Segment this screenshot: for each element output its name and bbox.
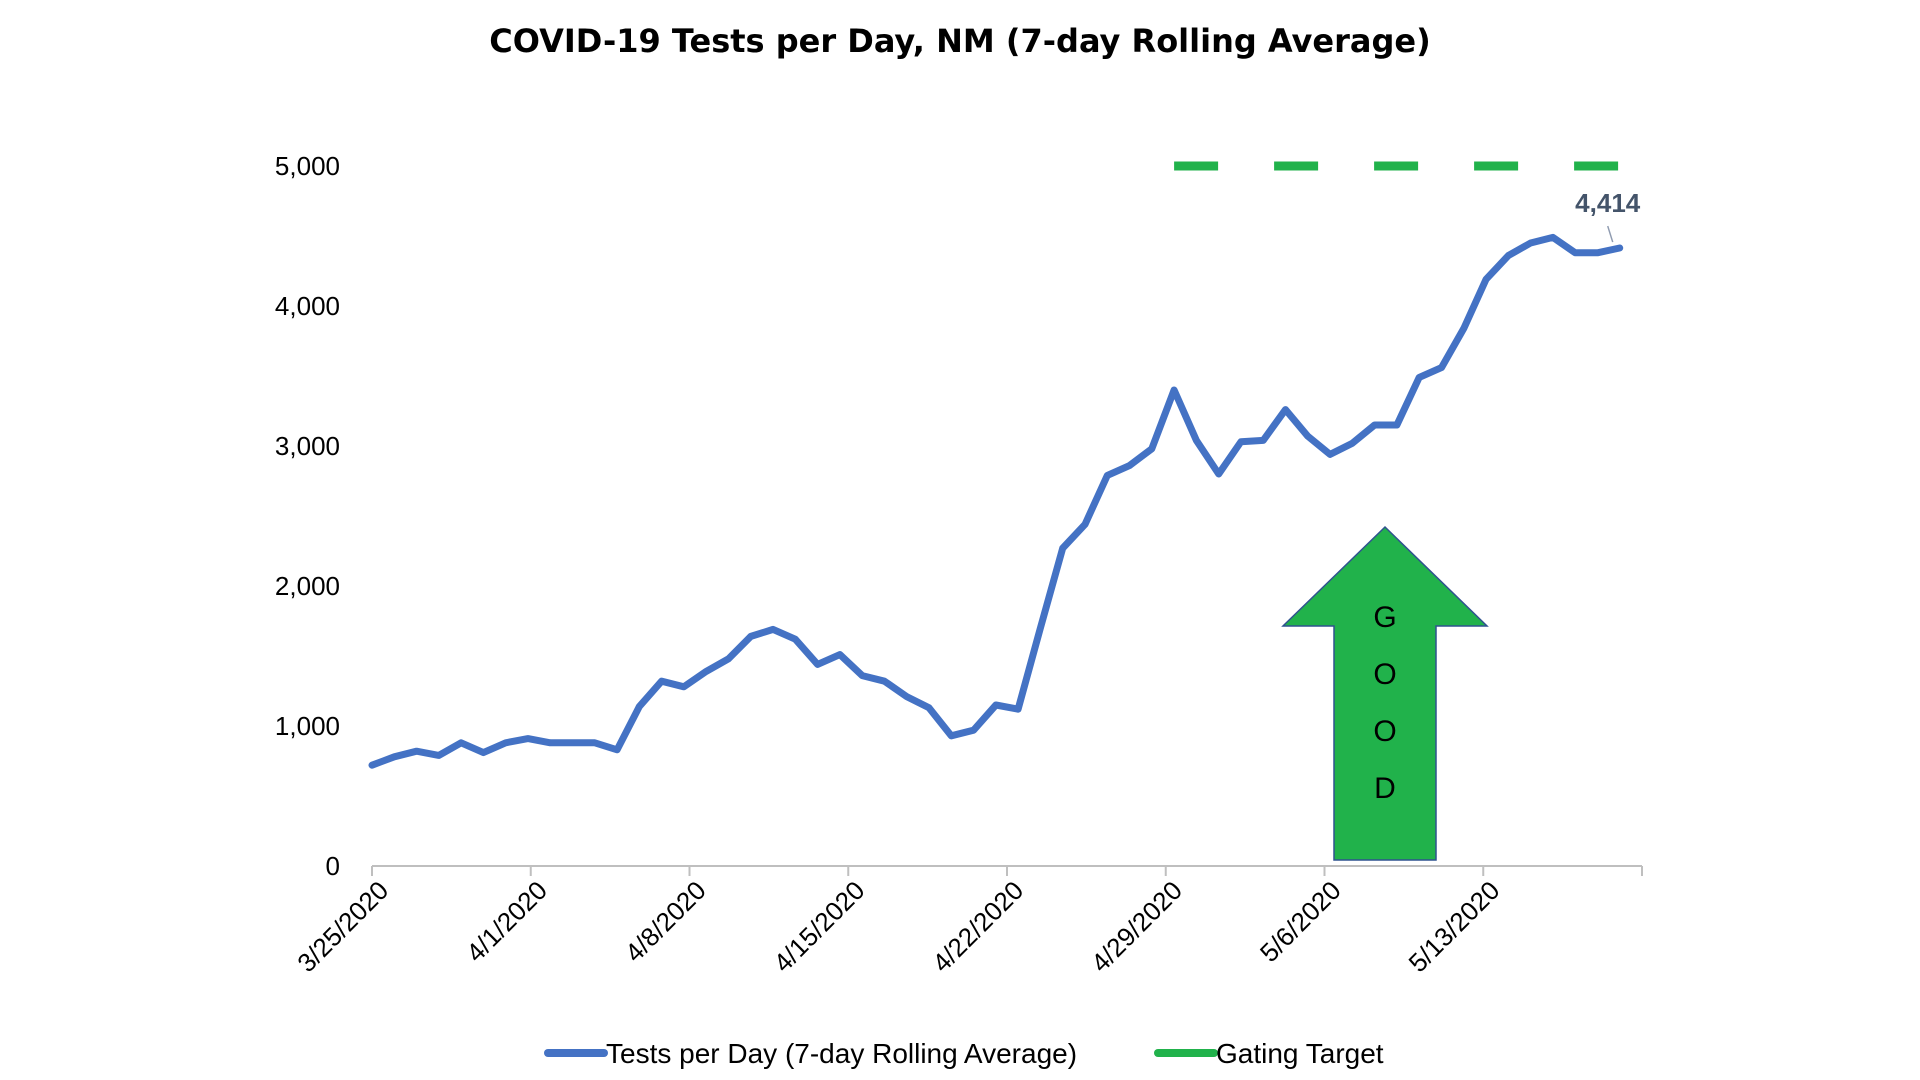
data-point xyxy=(1573,251,1577,255)
y-tick-label: 5,000 xyxy=(275,151,340,181)
data-point xyxy=(1462,326,1466,330)
x-tick-label: 4/22/2020 xyxy=(926,875,1029,978)
legend-label: Gating Target xyxy=(1216,1038,1384,1069)
data-point xyxy=(548,741,552,745)
data-point xyxy=(994,703,998,707)
data-point xyxy=(660,679,664,683)
data-point xyxy=(459,741,463,745)
x-tick-label: 4/15/2020 xyxy=(767,875,870,978)
data-point xyxy=(637,704,641,708)
legend-label: Tests per Day (7-day Rolling Average) xyxy=(606,1038,1077,1069)
data-point xyxy=(1038,626,1042,630)
data-point xyxy=(1128,464,1131,468)
data-point xyxy=(704,669,708,673)
data-point xyxy=(1284,408,1287,412)
y-tick-label: 0 xyxy=(326,851,340,881)
data-point xyxy=(1172,388,1176,392)
data-point xyxy=(1239,440,1243,444)
data-point xyxy=(392,755,396,759)
x-axis: 3/25/2020 4/1/2020 4/8/2020 4/15/2020 4/22/2… xyxy=(291,865,1643,978)
data-point xyxy=(1061,546,1065,550)
up-arrow-shape xyxy=(1281,525,1489,861)
arrow-letter: G xyxy=(1373,601,1396,634)
data-label-last-value: 4,414 xyxy=(1575,188,1641,218)
arrow-letter: O xyxy=(1373,658,1396,691)
x-tick-label: 4/29/2020 xyxy=(1085,875,1188,978)
arrow-letter: D xyxy=(1374,772,1396,805)
x-tick-label: 5/6/2020 xyxy=(1254,875,1347,968)
y-axis: 0 1,000 2,000 3,000 4,000 5,000 xyxy=(275,151,340,881)
data-point xyxy=(927,706,931,710)
data-label-leader xyxy=(1607,225,1614,243)
data-point xyxy=(1328,452,1332,456)
data-point xyxy=(883,679,886,683)
x-tick-label: 4/1/2020 xyxy=(460,875,553,968)
data-point xyxy=(615,748,619,752)
legend: Tests per Day (7-day Rolling Average) Gat… xyxy=(544,1038,1384,1069)
data-point xyxy=(1350,441,1354,445)
data-point xyxy=(415,749,419,753)
data-point xyxy=(793,637,797,641)
data-point xyxy=(1016,707,1020,711)
data-point xyxy=(437,753,441,757)
data-point xyxy=(949,734,953,738)
data-point xyxy=(1529,241,1533,245)
data-point xyxy=(860,674,864,678)
data-point xyxy=(1306,434,1310,438)
data-point xyxy=(1551,235,1555,239)
y-tick-label: 4,000 xyxy=(275,291,340,321)
data-point xyxy=(1261,438,1265,442)
data-point xyxy=(1417,375,1421,379)
data-point xyxy=(972,728,976,732)
chart-title: COVID-19 Tests per Day, NM (7-day Rollin… xyxy=(489,22,1430,60)
data-point xyxy=(1595,251,1599,255)
data-point xyxy=(1150,447,1154,451)
data-point xyxy=(1194,438,1198,442)
data-point xyxy=(1618,246,1622,250)
y-tick-label: 3,000 xyxy=(275,431,340,461)
data-point xyxy=(593,741,597,745)
x-tick-label: 4/8/2020 xyxy=(619,875,712,968)
data-point xyxy=(370,763,374,767)
data-point xyxy=(1083,522,1087,526)
y-tick-label: 2,000 xyxy=(275,571,340,601)
plot-area: 4,414 xyxy=(368,161,1642,769)
data-point xyxy=(749,634,753,638)
data-point xyxy=(1217,472,1221,476)
data-point xyxy=(481,751,485,755)
y-tick-label: 1,000 xyxy=(275,711,340,741)
data-point xyxy=(1373,423,1377,427)
data-point xyxy=(838,653,842,657)
x-tick-label: 3/25/2020 xyxy=(291,875,394,978)
x-tick-label: 5/13/2020 xyxy=(1402,875,1505,978)
data-point xyxy=(682,685,686,689)
data-point xyxy=(771,627,775,631)
data-point xyxy=(905,695,909,699)
data-point xyxy=(1395,423,1399,427)
data-point xyxy=(1484,277,1488,281)
arrow-letter: O xyxy=(1373,715,1396,748)
data-point xyxy=(1440,366,1443,370)
data-point xyxy=(1506,254,1510,258)
data-point xyxy=(1105,473,1109,477)
data-point xyxy=(727,657,730,661)
data-point xyxy=(526,737,530,741)
data-point xyxy=(571,741,574,745)
data-point xyxy=(816,662,820,666)
data-point xyxy=(504,741,508,745)
